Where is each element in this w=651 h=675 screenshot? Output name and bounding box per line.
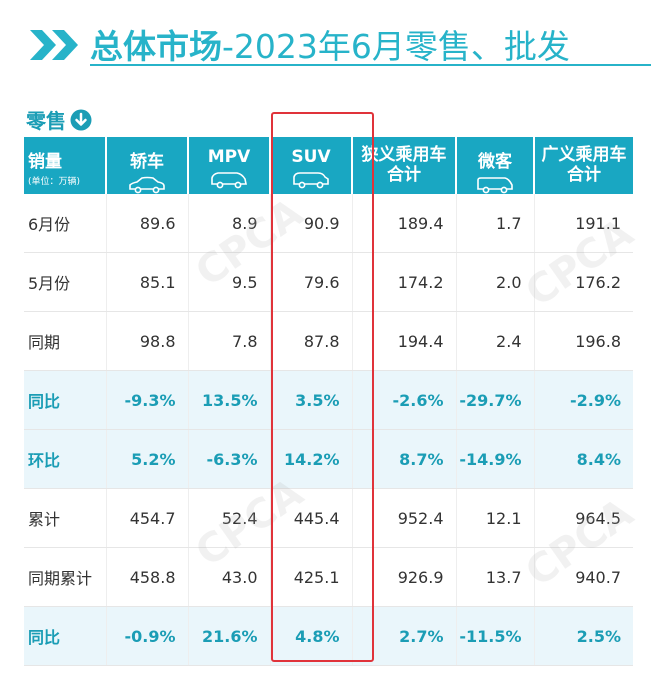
row-label: 同比: [24, 370, 107, 430]
table-row: 6月份 89.6 8.9 90.9 189.4 1.7 191.1: [24, 194, 633, 253]
table-cell: 89.6: [106, 194, 189, 253]
table-cell: 940.7: [534, 547, 633, 607]
table-cell: 3.5%: [270, 370, 353, 430]
table-cell: 4.8%: [270, 606, 353, 666]
table-cell: 425.1: [270, 547, 353, 607]
table-row: 同比 -0.9% 21.6% 4.8% 2.7% -11.5% 2.5%: [24, 606, 633, 666]
table-cell: -2.9%: [534, 370, 633, 430]
row-label: 5月份: [24, 252, 107, 312]
header-van: 微客: [456, 137, 535, 194]
table-cell: 21.6%: [188, 606, 271, 666]
table-row: 累计 454.7 52.4 445.4 952.4 12.1 964.5: [24, 488, 633, 548]
title-bold: 总体市场: [90, 27, 222, 66]
table-cell: 1.7: [456, 194, 535, 253]
table-cell: 90.9: [270, 194, 353, 253]
table-cell: 194.4: [352, 311, 457, 371]
sedan-icon: [129, 176, 165, 194]
retail-sales-table: 销量 (单位：万辆) 轿车 MPV SUV: [24, 137, 633, 666]
header-corner-sub: (单位：万辆): [28, 177, 81, 187]
table-cell: 952.4: [352, 488, 457, 548]
table-cell: 13.5%: [188, 370, 271, 430]
table-cell: 9.5: [188, 252, 271, 312]
table-cell: 2.4: [456, 311, 535, 371]
double-chevron-icon: [30, 30, 78, 60]
table-row: 同比 -9.3% 13.5% 3.5% -2.6% -29.7% -2.9%: [24, 370, 633, 430]
table-cell: 5.2%: [106, 429, 189, 489]
table-cell: 87.8: [270, 311, 353, 371]
table-cell: 926.9: [352, 547, 457, 607]
header-broad-total-line2: 合计: [567, 165, 601, 185]
table-cell: -29.7%: [456, 370, 535, 430]
row-label: 同比: [24, 606, 107, 666]
row-label: 环比: [24, 429, 107, 489]
table-cell: -6.3%: [188, 429, 271, 489]
header-mpv-label: MPV: [207, 147, 251, 167]
down-arrow-circle-icon: [70, 109, 92, 130]
header-narrow-total: 狭义乘用车 合计: [352, 137, 457, 194]
table-cell: 174.2: [352, 252, 457, 312]
table-cell: -11.5%: [456, 606, 535, 666]
table-cell: 445.4: [270, 488, 353, 548]
suv-icon: [293, 172, 329, 189]
table-cell: 14.2%: [270, 429, 353, 489]
table-cell: 7.8: [188, 311, 271, 371]
table-cell: 8.7%: [352, 429, 457, 489]
table-cell: 2.0: [456, 252, 535, 312]
row-label: 6月份: [24, 194, 107, 253]
section-label-text: 零售: [26, 109, 66, 133]
header-corner-main: 销量: [28, 152, 62, 172]
header-broad-total: 广义乘用车 合计: [534, 137, 633, 194]
header-suv-label: SUV: [291, 147, 331, 167]
header-suv: SUV: [270, 137, 353, 194]
table-cell: -0.9%: [106, 606, 189, 666]
table-cell: 13.7: [456, 547, 535, 607]
row-label: 累计: [24, 488, 107, 548]
header-narrow-total-line2: 合计: [387, 165, 421, 185]
row-label: 同期累计: [24, 547, 107, 607]
table-row: 5月份 85.1 9.5 79.6 174.2 2.0 176.2: [24, 252, 633, 312]
table-header-row: 销量 (单位：万辆) 轿车 MPV SUV: [24, 137, 633, 194]
table-cell: 52.4: [188, 488, 271, 548]
table-cell: 176.2: [534, 252, 633, 312]
table-cell: 8.4%: [534, 429, 633, 489]
table-cell: 2.5%: [534, 606, 633, 666]
header-sedan-label: 轿车: [130, 152, 164, 172]
table-cell: 454.7: [106, 488, 189, 548]
row-label: 同期: [24, 311, 107, 371]
table-cell: 79.6: [270, 252, 353, 312]
table-cell: 98.8: [106, 311, 189, 371]
table-cell: 85.1: [106, 252, 189, 312]
table-cell: -9.3%: [106, 370, 189, 430]
title-rest: -2023年6月零售、批发: [222, 27, 570, 66]
header-broad-total-line1: 广义乘用车: [541, 145, 627, 165]
table-row: 同期 98.8 7.8 87.8 194.4 2.4 196.8: [24, 311, 633, 371]
table-cell: 964.5: [534, 488, 633, 548]
header-van-label: 微客: [478, 152, 512, 172]
section-label: 零售: [26, 105, 92, 134]
table-row: 环比 5.2% -6.3% 14.2% 8.7% -14.9% 8.4%: [24, 429, 633, 489]
header-corner: 销量 (单位：万辆): [24, 137, 107, 194]
table-cell: 191.1: [534, 194, 633, 253]
van-icon: [477, 177, 513, 194]
table-cell: 458.8: [106, 547, 189, 607]
mpv-icon: [211, 172, 247, 189]
header-sedan: 轿车: [106, 137, 189, 194]
title-underline: [90, 64, 651, 66]
table-cell: 43.0: [188, 547, 271, 607]
table-row: 同期累计 458.8 43.0 425.1 926.9 13.7 940.7: [24, 547, 633, 607]
header-mpv: MPV: [188, 137, 271, 194]
table-cell: 189.4: [352, 194, 457, 253]
table-cell: -2.6%: [352, 370, 457, 430]
table-cell: 2.7%: [352, 606, 457, 666]
title-bar: 总体市场-2023年6月零售、批发: [0, 0, 651, 72]
table-cell: 12.1: [456, 488, 535, 548]
table-cell: 196.8: [534, 311, 633, 371]
table-cell: 8.9: [188, 194, 271, 253]
header-narrow-total-line1: 狭义乘用车: [361, 145, 447, 165]
table-cell: -14.9%: [456, 429, 535, 489]
page-title: 总体市场-2023年6月零售、批发: [90, 20, 570, 68]
